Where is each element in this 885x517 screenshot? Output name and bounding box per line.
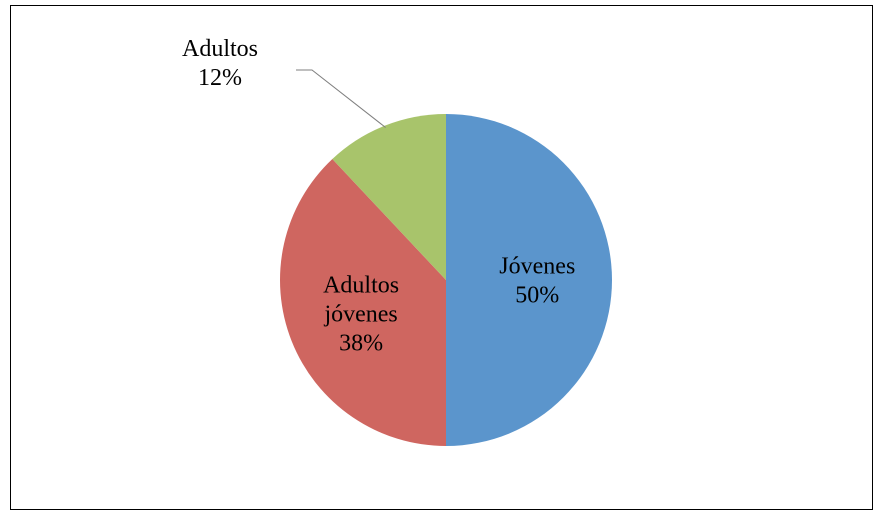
pie-slices bbox=[280, 114, 612, 447]
slice-name-label: Adultos bbox=[182, 36, 258, 62]
slice-label-adultos: Adultos 12% bbox=[182, 36, 258, 91]
pie-slice-adultos bbox=[332, 114, 446, 280]
leader-line-adultos bbox=[296, 69, 386, 128]
chart-area: Jóvenes 50% Adultos jóvenes 38% Adultos 12% bbox=[10, 5, 873, 510]
pie-slice-j-venes bbox=[446, 114, 612, 446]
slice-label-j-venes: Jóvenes 50% bbox=[499, 254, 575, 309]
slice-name-label: jóvenes bbox=[323, 302, 397, 328]
slice-name-label: Jóvenes bbox=[499, 254, 575, 280]
slice-labels: Jóvenes 50% Adultos jóvenes 38% Adultos 12% bbox=[182, 36, 575, 357]
leader-lines bbox=[296, 69, 386, 128]
pie-slice-adultos-j-venes bbox=[280, 158, 446, 447]
slice-percent-label: 50% bbox=[515, 283, 559, 309]
pie-chart: Jóvenes 50% Adultos jóvenes 38% Adultos 12% bbox=[182, 36, 612, 447]
slice-label-adultos-j-venes: Adultos jóvenes 38% bbox=[323, 273, 399, 357]
slice-percent-label: 12% bbox=[198, 65, 242, 91]
slice-percent-label: 38% bbox=[339, 331, 383, 357]
slice-name-label: Adultos bbox=[323, 273, 399, 299]
